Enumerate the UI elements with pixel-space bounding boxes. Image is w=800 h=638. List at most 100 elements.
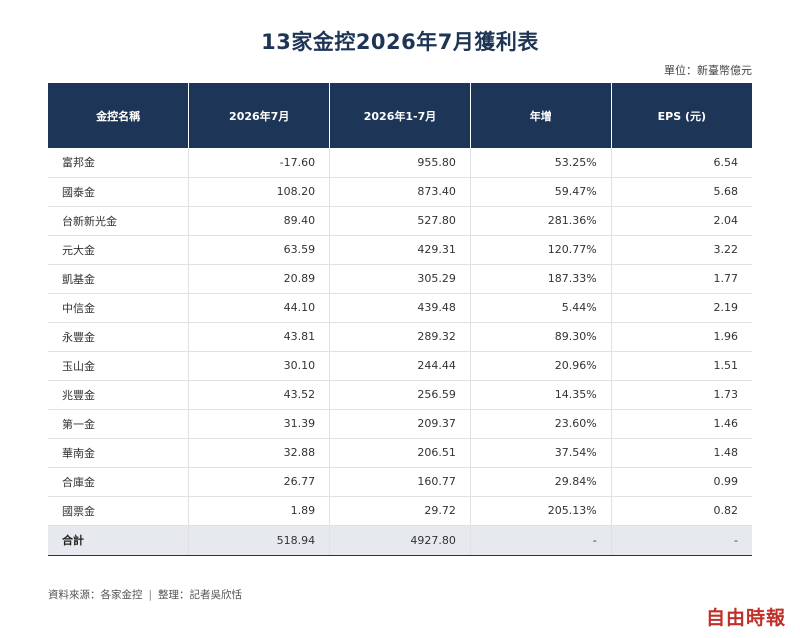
total-ytd-profit-cell: 4927.80 bbox=[329, 524, 471, 556]
company-name-cell: 中信金 bbox=[48, 293, 189, 323]
ytd-profit-cell: 29.72 bbox=[329, 496, 471, 526]
publisher-logo: 自由時報 bbox=[705, 607, 786, 629]
total-eps-cell: - bbox=[610, 524, 752, 556]
eps-cell: 1.51 bbox=[610, 351, 752, 381]
yoy-growth-cell: 187.33% bbox=[469, 264, 612, 294]
yoy-growth-cell: 281.36% bbox=[469, 206, 612, 236]
ytd-profit-cell: 527.80 bbox=[329, 206, 471, 236]
yoy-growth-cell: 120.77% bbox=[469, 235, 612, 265]
ytd-profit-cell: 873.40 bbox=[329, 177, 471, 207]
eps-cell: 1.46 bbox=[610, 409, 752, 439]
eps-cell: 2.19 bbox=[610, 293, 752, 323]
header-row: 金控名稱 2026年7月 2026年1-7月 年增 EPS (元) bbox=[48, 83, 752, 148]
source-separator: | bbox=[148, 589, 153, 601]
table-row: 永豐金 43.81 289.32 89.30% 1.96 bbox=[48, 322, 752, 352]
ytd-profit-cell: 439.48 bbox=[329, 293, 471, 323]
eps-cell: 6.54 bbox=[610, 148, 752, 178]
eps-cell: 2.04 bbox=[610, 206, 752, 236]
company-name-cell: 合庫金 bbox=[48, 467, 189, 497]
eps-cell: 0.99 bbox=[610, 467, 752, 497]
yoy-growth-cell: 205.13% bbox=[469, 496, 612, 526]
month-profit-cell: 63.59 bbox=[188, 235, 330, 265]
eps-cell: 1.96 bbox=[610, 322, 752, 352]
table-body: 富邦金 -17.60 955.80 53.25% 6.54 國泰金 108.20 873.40… bbox=[48, 148, 752, 556]
eps-cell: 1.73 bbox=[610, 380, 752, 410]
eps-cell: 3.22 bbox=[610, 235, 752, 265]
company-name-cell: 永豐金 bbox=[48, 322, 189, 352]
table-row: 合庫金 26.77 160.77 29.84% 0.99 bbox=[48, 467, 752, 497]
yoy-growth-cell: 59.47% bbox=[469, 177, 612, 207]
ytd-profit-cell: 206.51 bbox=[329, 438, 471, 468]
eps-cell: 1.48 bbox=[610, 438, 752, 468]
column-header-name: 金控名稱 bbox=[48, 83, 190, 148]
yoy-growth-cell: 29.84% bbox=[469, 467, 612, 497]
total-month-profit-cell: 518.94 bbox=[188, 524, 330, 556]
company-name-cell: 富邦金 bbox=[48, 148, 189, 178]
table-header: 金控名稱 2026年7月 2026年1-7月 年增 EPS (元) bbox=[48, 83, 752, 148]
month-profit-cell: 44.10 bbox=[188, 293, 330, 323]
table-row: 玉山金 30.10 244.44 20.96% 1.51 bbox=[48, 351, 752, 381]
yoy-growth-cell: 20.96% bbox=[469, 351, 612, 381]
total-label: 合計 bbox=[48, 524, 189, 556]
page-title: 13家金控2026年7月獲利表 bbox=[261, 30, 539, 54]
ytd-profit-cell: 305.29 bbox=[329, 264, 471, 294]
company-name-cell: 凱基金 bbox=[48, 264, 189, 294]
ytd-profit-cell: 244.44 bbox=[329, 351, 471, 381]
month-profit-cell: 43.81 bbox=[188, 322, 330, 352]
column-header-month: 2026年7月 bbox=[188, 83, 331, 148]
yoy-growth-cell: 53.25% bbox=[469, 148, 612, 178]
month-profit-cell: 1.89 bbox=[188, 496, 330, 526]
table-row: 台新新光金 89.40 527.80 281.36% 2.04 bbox=[48, 206, 752, 236]
ytd-profit-cell: 289.32 bbox=[329, 322, 471, 352]
company-name-cell: 國泰金 bbox=[48, 177, 189, 207]
yoy-growth-cell: 37.54% bbox=[469, 438, 612, 468]
yoy-growth-cell: 14.35% bbox=[469, 380, 612, 410]
earnings-table: 金控名稱 2026年7月 2026年1-7月 年增 EPS (元) 富邦金 -17… bbox=[48, 83, 752, 556]
table-row: 國泰金 108.20 873.40 59.47% 5.68 bbox=[48, 177, 752, 207]
company-name-cell: 元大金 bbox=[48, 235, 189, 265]
table-row: 兆豐金 43.52 256.59 14.35% 1.73 bbox=[48, 380, 752, 410]
month-profit-cell: 108.20 bbox=[188, 177, 330, 207]
ytd-profit-cell: 955.80 bbox=[329, 148, 471, 178]
column-header-eps: EPS (元) bbox=[610, 83, 752, 148]
source-note: 資料來源：各家金控 | 整理：記者吳欣恬 bbox=[48, 587, 242, 602]
ytd-profit-cell: 160.77 bbox=[329, 467, 471, 497]
company-name-cell: 玉山金 bbox=[48, 351, 189, 381]
column-header-ytd: 2026年1-7月 bbox=[329, 83, 471, 148]
company-name-cell: 台新新光金 bbox=[48, 206, 189, 236]
month-profit-cell: 30.10 bbox=[188, 351, 330, 381]
ytd-profit-cell: 256.59 bbox=[329, 380, 471, 410]
month-profit-cell: -17.60 bbox=[188, 148, 330, 178]
editor-label: 整理：記者吳欣恬 bbox=[158, 589, 243, 601]
company-name-cell: 兆豐金 bbox=[48, 380, 189, 410]
table-row: 華南金 32.88 206.51 37.54% 1.48 bbox=[48, 438, 752, 468]
table-row: 國票金 1.89 29.72 205.13% 0.82 bbox=[48, 496, 752, 526]
company-name-cell: 華南金 bbox=[48, 438, 189, 468]
table-row: 第一金 31.39 209.37 23.60% 1.46 bbox=[48, 409, 752, 439]
ytd-profit-cell: 429.31 bbox=[329, 235, 471, 265]
total-row: 合計 518.94 4927.80- - bbox=[48, 524, 752, 556]
month-profit-cell: 31.39 bbox=[188, 409, 330, 439]
total-yoy-growth-cell: - bbox=[469, 524, 612, 556]
unit-note: 單位：新臺幣億元 bbox=[664, 64, 752, 77]
company-name-cell: 第一金 bbox=[48, 409, 189, 439]
table-row: 中信金 44.10 439.48 5.44% 2.19 bbox=[48, 293, 752, 323]
month-profit-cell: 26.77 bbox=[188, 467, 330, 497]
company-name-cell: 國票金 bbox=[48, 496, 189, 526]
ytd-profit-cell: 209.37 bbox=[329, 409, 471, 439]
month-profit-cell: 32.88 bbox=[188, 438, 330, 468]
eps-cell: 1.77 bbox=[610, 264, 752, 294]
eps-cell: 5.68 bbox=[610, 177, 752, 207]
source-label: 資料來源：各家金控 bbox=[48, 589, 143, 601]
yoy-growth-cell: 5.44% bbox=[469, 293, 612, 323]
month-profit-cell: 20.89 bbox=[188, 264, 330, 294]
table-row: 凱基金 20.89 305.29 187.33% 1.77 bbox=[48, 264, 752, 294]
table-row: 元大金 63.59 429.31 120.77% 3.22 bbox=[48, 235, 752, 265]
yoy-growth-cell: 89.30% bbox=[469, 322, 612, 352]
table-row: 富邦金 -17.60 955.80 53.25% 6.54 bbox=[48, 148, 752, 178]
yoy-growth-cell: 23.60% bbox=[469, 409, 612, 439]
month-profit-cell: 43.52 bbox=[188, 380, 330, 410]
month-profit-cell: 89.40 bbox=[188, 206, 330, 236]
eps-cell: 0.82 bbox=[610, 496, 752, 526]
column-header-yoy: 年增 bbox=[469, 83, 612, 148]
